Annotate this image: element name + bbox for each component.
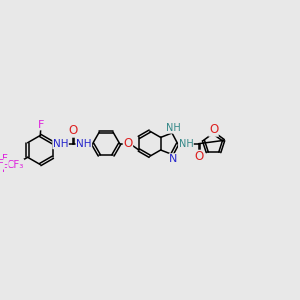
Text: CF₃: CF₃ [6, 160, 24, 170]
Text: NH: NH [76, 139, 92, 149]
Text: F: F [2, 154, 8, 164]
Text: NH: NH [178, 139, 193, 149]
Text: F: F [0, 159, 4, 169]
Text: F: F [38, 120, 44, 130]
Text: O: O [123, 137, 133, 150]
Text: NH: NH [53, 139, 68, 149]
Text: NH: NH [166, 123, 180, 133]
Text: O: O [209, 123, 218, 136]
Text: O: O [194, 150, 203, 163]
Text: F: F [2, 164, 8, 174]
Text: N: N [169, 154, 178, 164]
Text: O: O [69, 124, 78, 137]
